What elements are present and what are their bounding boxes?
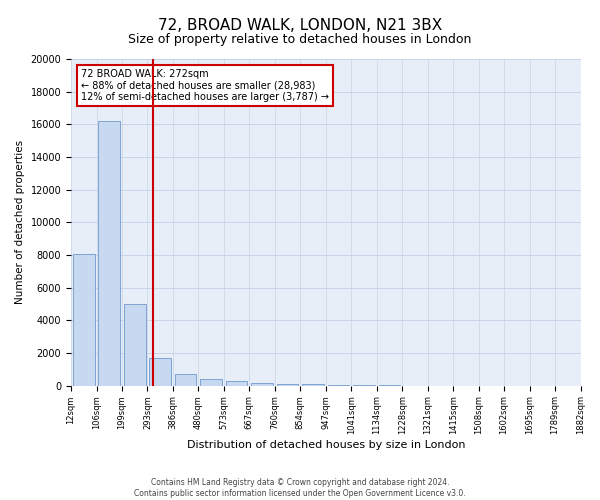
Y-axis label: Number of detached properties: Number of detached properties	[15, 140, 25, 304]
Bar	[175, 374, 196, 386]
Bar	[277, 384, 298, 386]
Text: 72, BROAD WALK, LONDON, N21 3BX: 72, BROAD WALK, LONDON, N21 3BX	[158, 18, 442, 32]
Text: Size of property relative to detached houses in London: Size of property relative to detached ho…	[128, 32, 472, 46]
Text: Contains HM Land Registry data © Crown copyright and database right 2024.
Contai: Contains HM Land Registry data © Crown c…	[134, 478, 466, 498]
Bar	[73, 254, 95, 386]
Bar	[149, 358, 171, 386]
Bar	[251, 382, 273, 386]
Bar	[200, 378, 222, 386]
Bar	[302, 384, 324, 386]
Text: 72 BROAD WALK: 272sqm
← 88% of detached houses are smaller (28,983)
12% of semi-: 72 BROAD WALK: 272sqm ← 88% of detached …	[81, 69, 329, 102]
X-axis label: Distribution of detached houses by size in London: Distribution of detached houses by size …	[187, 440, 465, 450]
Bar	[98, 121, 120, 386]
Bar	[226, 381, 247, 386]
Bar	[124, 304, 146, 386]
